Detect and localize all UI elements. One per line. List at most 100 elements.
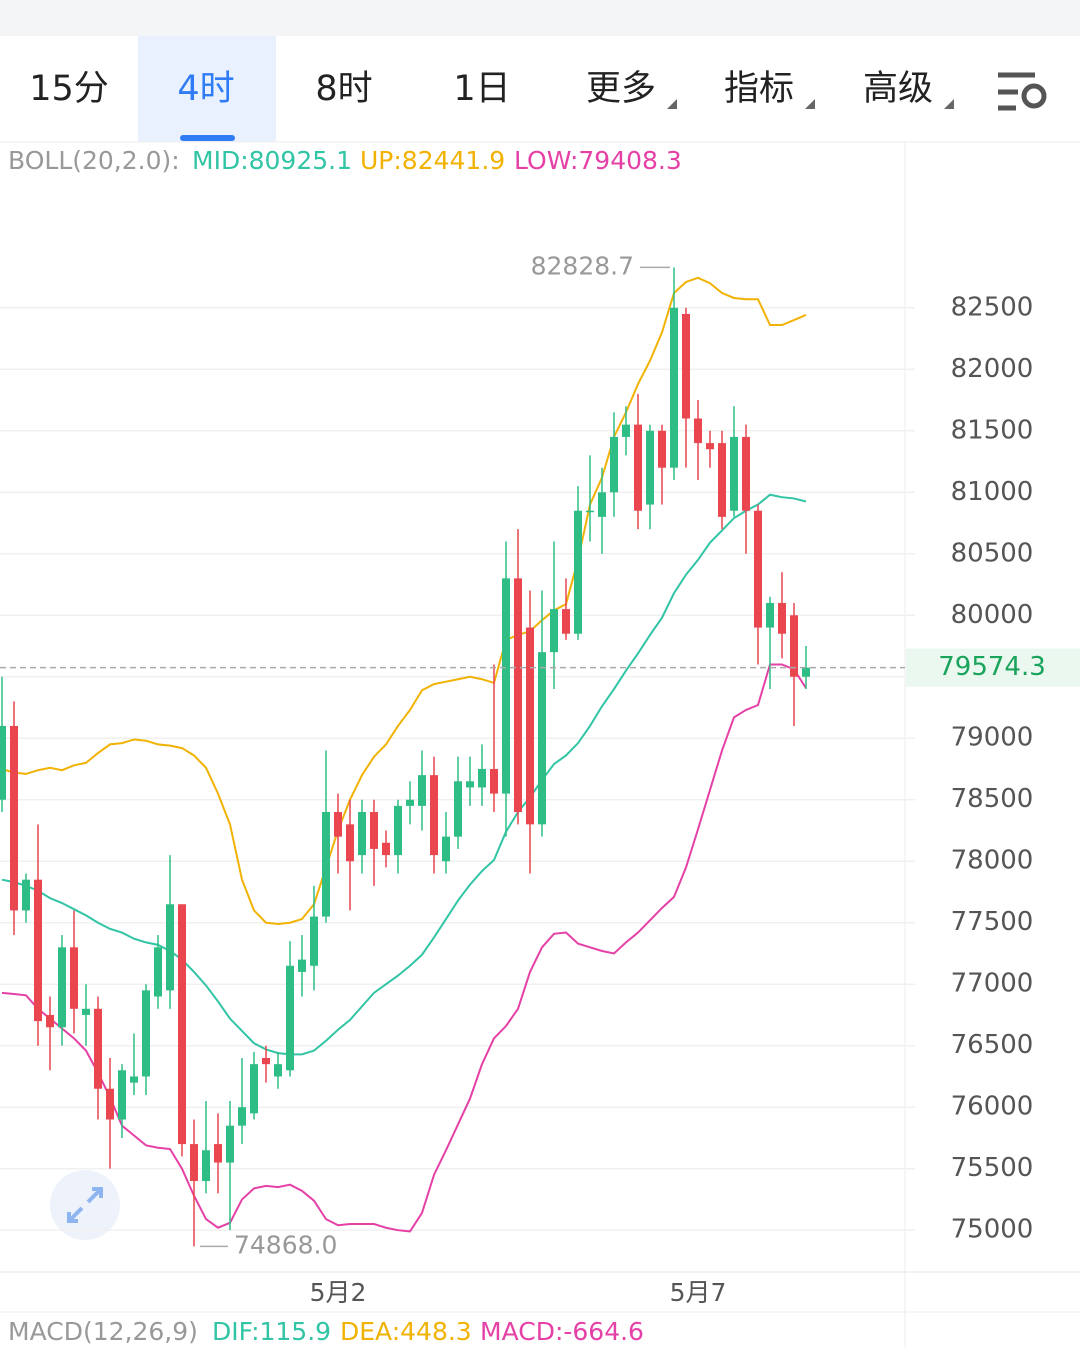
- candle-body: [766, 602, 774, 628]
- candle-body: [562, 609, 570, 634]
- candle-body: [226, 1125, 234, 1163]
- tab[interactable]: 高级: [863, 69, 933, 109]
- candle-body: [610, 436, 618, 493]
- y-tick-label: 76500: [951, 1030, 1034, 1060]
- candle-body: [130, 1076, 138, 1083]
- candle-body: [250, 1064, 258, 1114]
- y-tick-label: 77000: [951, 969, 1034, 999]
- candle-body: [574, 510, 582, 634]
- candle-body: [742, 436, 750, 511]
- candle-body: [658, 430, 666, 468]
- y-tick-label: 82500: [951, 292, 1034, 322]
- candle-body: [586, 510, 594, 513]
- candle-body: [262, 1058, 270, 1065]
- candle-body: [598, 492, 606, 517]
- candle-body: [358, 812, 366, 856]
- max-annotation: 82828.7: [531, 251, 634, 280]
- min-annotation: 74868.0: [234, 1230, 337, 1259]
- candle-body: [34, 879, 42, 1022]
- tab[interactable]: 更多: [586, 69, 656, 109]
- x-tick-label: 5月7: [670, 1278, 727, 1307]
- settings-icon[interactable]: [998, 72, 1047, 111]
- top-strip: [0, 0, 1080, 36]
- candle-body: [478, 768, 486, 788]
- candle-body: [202, 1150, 210, 1181]
- indicator-label: BOLL(20,2.0):: [8, 146, 180, 175]
- candle-body: [406, 799, 414, 806]
- y-tick-label: 76000: [951, 1092, 1034, 1122]
- candle-body: [646, 430, 654, 505]
- candle-body: [490, 768, 498, 794]
- expand-icon: [67, 1187, 103, 1223]
- boll-line: [1, 276, 807, 925]
- candle-body: [550, 609, 558, 653]
- candle-body: [682, 313, 690, 419]
- candle-body: [802, 667, 810, 677]
- macd-label: MACD:-664.6: [480, 1317, 644, 1346]
- candle-body: [22, 879, 30, 911]
- legend-entry: LOW:79408.3: [514, 146, 682, 175]
- candle-body: [214, 1144, 222, 1163]
- candle-body: [334, 812, 342, 837]
- dropdown-caret: [667, 99, 677, 109]
- legend-entry: MID:80925.1: [192, 146, 352, 175]
- candle-body: [94, 1008, 102, 1089]
- candle-body: [10, 725, 18, 911]
- tab[interactable]: 8时: [315, 69, 372, 109]
- candle-body: [166, 904, 174, 991]
- y-tick-label: 81500: [951, 415, 1034, 445]
- candle-body: [538, 652, 546, 825]
- candle-body: [238, 1107, 246, 1126]
- candle-body: [526, 627, 534, 825]
- y-tick-label: 75000: [951, 1215, 1034, 1245]
- macd-label: MACD(12,26,9): [8, 1317, 198, 1346]
- candle-body: [298, 959, 306, 972]
- candle-body: [634, 424, 642, 511]
- boll-line: [1, 663, 807, 1233]
- candle-body: [58, 947, 66, 1028]
- candle-body: [82, 1008, 90, 1015]
- candle-body: [142, 990, 150, 1077]
- candle-body: [178, 904, 186, 1145]
- candle-body: [718, 443, 726, 517]
- legend-entry: UP:82441.9: [360, 146, 505, 175]
- candle-body: [418, 775, 426, 806]
- candle-body: [670, 307, 678, 468]
- active-tab-bg: [138, 36, 276, 142]
- candle-body: [46, 1014, 54, 1028]
- candle-body: [382, 842, 390, 856]
- dropdown-caret: [944, 99, 954, 109]
- candle-body: [730, 436, 738, 511]
- macd-label: DIF:115.9: [212, 1317, 331, 1346]
- tab[interactable]: 指标: [724, 69, 794, 109]
- candle-body: [430, 775, 438, 856]
- tab[interactable]: 4时: [177, 69, 234, 109]
- y-tick-label: 80500: [951, 538, 1034, 568]
- current-price-bg: [906, 648, 1080, 687]
- candle-body: [454, 781, 462, 837]
- candle-body: [70, 947, 78, 1009]
- candle-body: [394, 805, 402, 856]
- candle-body: [790, 615, 798, 677]
- candle-body: [514, 578, 522, 813]
- candle-body: [754, 510, 762, 628]
- candle-body: [442, 836, 450, 862]
- candle-body: [118, 1070, 126, 1120]
- current-price-label: 79574.3: [938, 652, 1046, 682]
- candle-body: [622, 424, 630, 437]
- y-tick-label: 80000: [951, 600, 1034, 630]
- tab[interactable]: 1日: [453, 69, 510, 109]
- tab[interactable]: 15分: [29, 69, 109, 109]
- candle-body: [370, 812, 378, 849]
- candle-body: [346, 824, 354, 862]
- candle-body: [706, 443, 714, 450]
- y-tick-label: 79000: [951, 723, 1034, 753]
- candle-body: [154, 947, 162, 997]
- macd-label: DEA:448.3: [340, 1317, 472, 1346]
- candle-body: [694, 418, 702, 444]
- y-tick-label: 81000: [951, 477, 1034, 507]
- y-tick-label: 82000: [951, 354, 1034, 384]
- candle-body: [0, 725, 6, 800]
- candle-body: [286, 965, 294, 1071]
